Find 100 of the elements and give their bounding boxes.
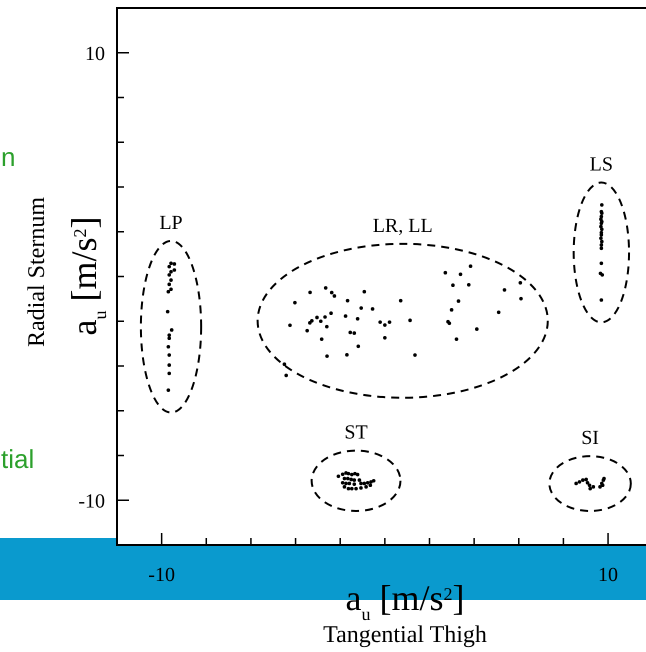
- point: [475, 327, 479, 331]
- point: [346, 486, 350, 490]
- point: [383, 323, 387, 327]
- point: [308, 290, 312, 294]
- point: [350, 472, 354, 476]
- point: [450, 308, 454, 312]
- point: [284, 374, 288, 378]
- point: [600, 246, 604, 250]
- point: [600, 243, 604, 247]
- point: [458, 272, 462, 276]
- point: [344, 482, 348, 486]
- point: [167, 333, 172, 337]
- point: [600, 233, 604, 237]
- point: [468, 264, 472, 268]
- point: [315, 316, 319, 320]
- point: [356, 316, 360, 321]
- point: [350, 486, 354, 490]
- point: [578, 480, 582, 484]
- point: [346, 476, 350, 480]
- point: [293, 300, 297, 304]
- point: [378, 320, 382, 324]
- annotation: LR, LL: [372, 214, 433, 237]
- point: [340, 472, 344, 476]
- point: [584, 478, 588, 482]
- point: [167, 353, 172, 357]
- point: [362, 482, 366, 486]
- point: [167, 363, 172, 367]
- point: [451, 283, 455, 288]
- annotation: SI: [581, 427, 599, 450]
- point: [325, 324, 329, 328]
- text: Radial Sternum: [24, 196, 50, 347]
- point: [358, 478, 362, 482]
- point: [600, 227, 604, 232]
- point: [172, 268, 176, 272]
- annotation: ST: [344, 422, 368, 444]
- point: [348, 330, 352, 334]
- point: [352, 482, 356, 486]
- point: [169, 270, 173, 274]
- point: [346, 472, 350, 476]
- point: [330, 290, 334, 294]
- point: [320, 337, 324, 341]
- point: [167, 264, 172, 268]
- point: [169, 262, 173, 266]
- point: [349, 478, 353, 482]
- point: [282, 362, 286, 366]
- point: [413, 353, 417, 357]
- point: [444, 270, 448, 274]
- point: [324, 286, 328, 290]
- point: [588, 483, 592, 488]
- point: [408, 318, 412, 322]
- point: [586, 481, 590, 485]
- point: [167, 282, 172, 286]
- point: [332, 294, 336, 298]
- point: [288, 323, 292, 328]
- point: [370, 307, 374, 311]
- text: n: [1, 142, 16, 172]
- point: [345, 353, 349, 357]
- annotation: LP: [159, 212, 183, 234]
- point: [170, 328, 174, 332]
- point: [496, 310, 500, 314]
- point: [518, 280, 522, 285]
- point: [599, 236, 603, 240]
- point: [466, 282, 471, 287]
- point: [372, 478, 376, 483]
- point: [318, 319, 323, 324]
- point: [167, 336, 172, 340]
- point: [502, 288, 506, 292]
- point: [352, 331, 356, 335]
- point: [600, 298, 604, 302]
- point: [366, 481, 370, 485]
- point: [359, 306, 363, 310]
- point: [364, 485, 368, 489]
- text: Tangential Thigh: [323, 622, 487, 648]
- point: [323, 315, 327, 319]
- point: [325, 354, 329, 358]
- point: [305, 328, 309, 332]
- point: [592, 485, 596, 489]
- point: [588, 486, 592, 490]
- point: [354, 486, 358, 490]
- annotation: LS: [590, 154, 614, 176]
- point: [172, 262, 176, 266]
- text: tial: [1, 444, 34, 474]
- point: [574, 482, 578, 486]
- point: [519, 296, 523, 300]
- point: [362, 290, 366, 294]
- point: [166, 290, 170, 294]
- point: [359, 482, 363, 486]
- point: [346, 298, 350, 302]
- point: [169, 278, 173, 282]
- point: [598, 485, 602, 489]
- point: [169, 287, 173, 292]
- point: [344, 314, 348, 318]
- point: [600, 203, 604, 207]
- point: [342, 485, 346, 489]
- point: [388, 320, 392, 324]
- point: [456, 299, 460, 303]
- point: [356, 344, 360, 348]
- point: [359, 486, 363, 490]
- point: [352, 478, 356, 482]
- point: [348, 482, 352, 486]
